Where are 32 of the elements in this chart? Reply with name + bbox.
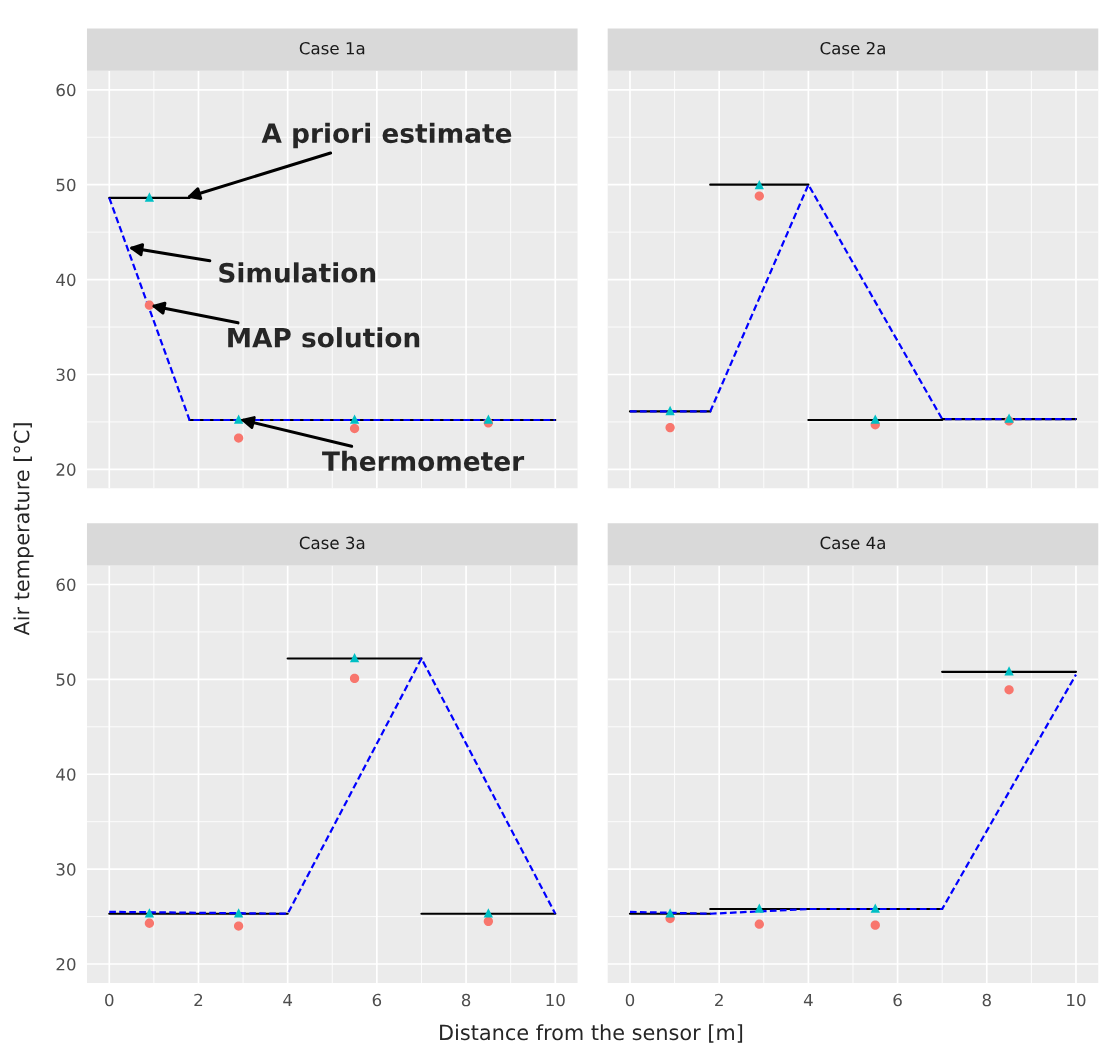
x-tick-label: 10 [546,993,565,1007]
chart-title: Case 1a [299,41,365,55]
y-axis-title: Air temperature [°C] [13,423,34,636]
x-tick-label: 8 [982,993,991,1007]
y-tick-label: 20 [56,957,76,971]
x-axis-title: Distance from the sensor [m] [440,1024,743,1043]
y-tick-label: 30 [56,863,76,876]
y-tick-label: 40 [56,273,76,287]
annotation: MAP solution [228,327,420,348]
y-tick-label: 20 [56,463,76,476]
x-tick-label: 8 [461,993,471,1007]
x-tick-label: 6 [893,993,902,1007]
x-tick-label: 2 [194,993,203,1007]
y-tick-label: 30 [56,368,76,382]
annotation: A priori estimate [261,122,512,149]
x-tick-label: 4 [803,993,813,1007]
y-tick-label: 60 [56,83,76,97]
x-tick-label: 2 [715,993,723,1007]
chart-title: Case 3a [299,536,365,550]
y-tick-label: 40 [56,768,76,781]
y-tick-label: 50 [56,673,76,686]
y-tick-label: 60 [56,578,76,592]
chart-title: Case 4a [820,536,885,550]
x-tick-label: 4 [283,993,293,1007]
x-tick-label: 0 [625,993,635,1007]
chart-title: Case 2a [820,41,885,55]
y-tick-label: 50 [56,178,76,192]
x-tick-label: 6 [372,993,382,1007]
x-tick-label: 0 [105,993,114,1007]
x-tick-label: 10 [1067,993,1086,1007]
annotation: Simulation [219,262,376,283]
annotation: Thermometer [322,450,525,472]
